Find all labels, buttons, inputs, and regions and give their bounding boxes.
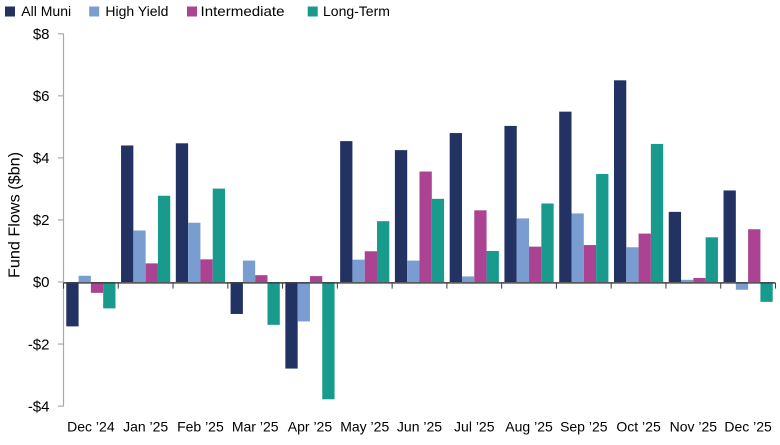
svg-text:Aug ’25: Aug ’25 — [505, 419, 553, 435]
svg-text:Jan ’25: Jan ’25 — [123, 419, 168, 435]
svg-text:Fund Flows ($bn): Fund Flows ($bn) — [7, 152, 24, 278]
svg-text:$6: $6 — [33, 88, 50, 105]
svg-text:Jul ’25: Jul ’25 — [454, 419, 495, 435]
svg-text:$4: $4 — [33, 150, 50, 167]
svg-text:-$2: -$2 — [28, 336, 50, 353]
svg-text:-$4: -$4 — [28, 398, 50, 415]
svg-text:All Muni: All Muni — [21, 3, 71, 19]
svg-text:Long-Term: Long-Term — [323, 3, 390, 19]
svg-text:High Yield: High Yield — [105, 3, 168, 19]
svg-text:Nov ’25: Nov ’25 — [670, 419, 718, 435]
svg-text:$0: $0 — [33, 274, 50, 291]
svg-text:Intermediate: Intermediate — [201, 3, 285, 19]
svg-text:Apr ’25: Apr ’25 — [288, 419, 333, 435]
svg-text:Dec ’25: Dec ’25 — [724, 419, 772, 435]
svg-text:Feb ’25: Feb ’25 — [177, 419, 224, 435]
svg-text:Sep ’25: Sep ’25 — [560, 419, 608, 435]
svg-text:$2: $2 — [33, 212, 50, 229]
svg-text:$8: $8 — [33, 26, 50, 43]
svg-text:Dec ’24: Dec ’24 — [67, 419, 115, 435]
svg-text:Mar ’25: Mar ’25 — [232, 419, 279, 435]
svg-text:Jun ’25: Jun ’25 — [397, 419, 442, 435]
svg-text:May ’25: May ’25 — [340, 419, 389, 435]
svg-text:Oct ’25: Oct ’25 — [616, 419, 661, 435]
